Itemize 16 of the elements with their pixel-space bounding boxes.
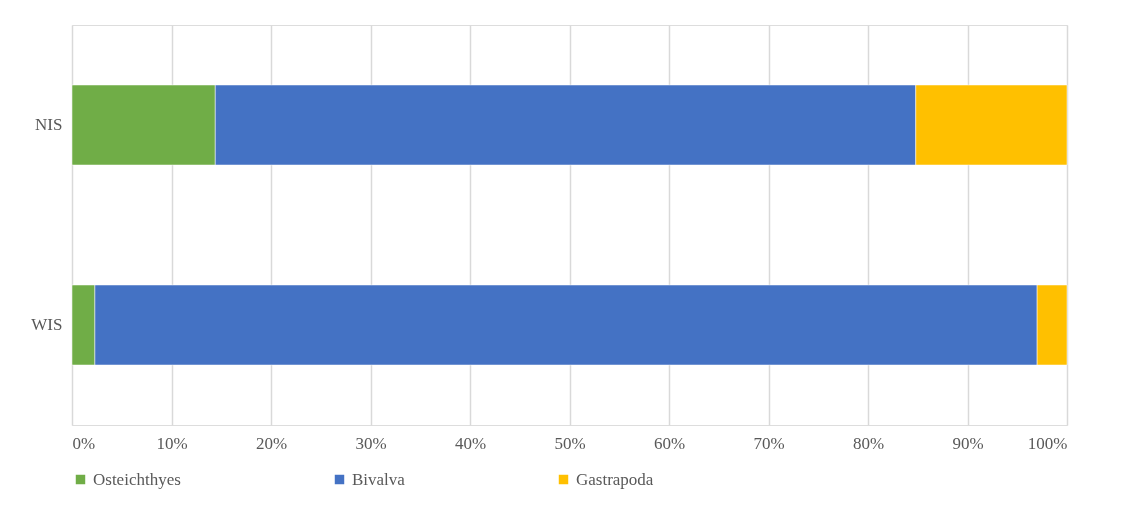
x-tick-label: 30%: [355, 433, 387, 453]
x-tick-label: 100%: [1027, 433, 1068, 453]
legend-label: Gastrapoda: [576, 469, 654, 489]
y-tick-label: NIS: [35, 115, 63, 134]
x-tick-label: 70%: [753, 433, 785, 453]
y-tick-label: WIS: [31, 315, 63, 334]
x-tick-label: 60%: [653, 433, 686, 453]
x-tick-label: 50%: [554, 433, 586, 453]
x-tick-label: 10%: [156, 433, 188, 453]
x-tick-label: 0%: [72, 433, 96, 453]
x-tick-label: 90%: [952, 433, 984, 453]
x-tick-label: 40%: [454, 433, 487, 453]
x-tick-label: 20%: [255, 433, 288, 453]
legend-label: Bivalva: [352, 469, 406, 489]
x-tick-label: 80%: [852, 433, 885, 453]
legend-label: Osteichthyes: [93, 469, 181, 489]
